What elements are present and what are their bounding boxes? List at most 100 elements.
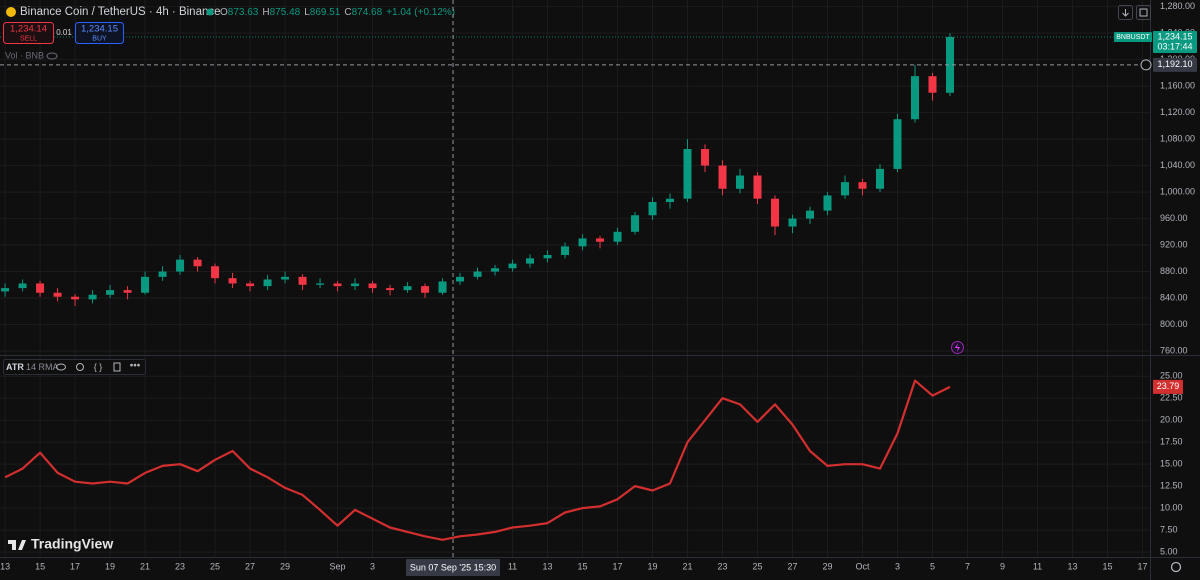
candle-body: [368, 283, 377, 289]
y-tick-label: 960.00: [1160, 213, 1188, 223]
x-tick-label: 13: [1067, 561, 1077, 571]
candle-body: [823, 195, 832, 211]
candle-body: [666, 198, 675, 203]
y-tick-label: 20.00: [1160, 415, 1183, 425]
marks: [0, 33, 1150, 541]
y-tick-label: 760.00: [1160, 345, 1188, 355]
buy-button[interactable]: [75, 22, 124, 44]
candle-body: [875, 168, 884, 189]
last-price-tag: [1153, 30, 1197, 53]
y-tick-label: 15.00: [1160, 459, 1183, 469]
ohlc-key: H: [262, 7, 269, 18]
candle-body: [18, 283, 27, 289]
candle-body: [578, 238, 587, 247]
lightning-icon: [955, 343, 960, 352]
x-tick-label: 21: [683, 561, 693, 571]
countdown: 03:17:44: [1157, 41, 1192, 51]
delete-icon[interactable]: [113, 362, 121, 372]
brand-logo: [8, 540, 26, 550]
crosshair-price-tag: [1153, 57, 1197, 72]
source-icon[interactable]: { }: [94, 362, 103, 372]
x-tick-label: 29: [822, 561, 832, 571]
x-tick-label: 21: [140, 561, 150, 571]
lot-size[interactable]: 0.01: [56, 28, 72, 37]
x-tick-label: 7: [965, 561, 970, 571]
candle-body: [596, 238, 605, 242]
candle-body: [403, 286, 412, 291]
x-tick-label: Sep: [330, 561, 346, 571]
candle-body: [648, 202, 657, 216]
y-tick-label: 10.00: [1160, 502, 1183, 512]
candle-body: [928, 76, 937, 93]
sell-label: SELL: [20, 35, 37, 42]
scroll-button[interactable]: [1118, 5, 1133, 20]
visibility-icon[interactable]: [56, 363, 66, 371]
y-tick-label: 1,160.00: [1160, 80, 1195, 90]
candle-body: [228, 278, 237, 284]
candle-body: [858, 182, 867, 189]
more-icon[interactable]: •••: [130, 361, 141, 372]
candle-body: [543, 254, 552, 259]
candle-body: [106, 290, 115, 295]
candle-body: [893, 119, 902, 169]
candle-body: [753, 175, 762, 199]
x-tick-label: 13: [543, 561, 553, 571]
candle-body: [841, 182, 850, 196]
y-tick-label: 880.00: [1160, 266, 1188, 276]
candle-body: [631, 215, 640, 232]
y-tick-label: 17.50: [1160, 437, 1183, 447]
candle-body: [281, 276, 290, 280]
candle-body: [246, 283, 255, 287]
symbol-tag-label: BNBUSDT: [1116, 34, 1150, 41]
candle-body: [141, 276, 150, 293]
x-tick-label: 17: [1137, 561, 1147, 571]
x-tick-label: 23: [718, 561, 728, 571]
candle-body: [1, 288, 10, 292]
x-tick-label: 29: [280, 561, 290, 571]
x-tick-label: 11: [1033, 561, 1042, 571]
x-tick-label: 5: [930, 561, 935, 571]
crosshair-price-label: 1,192.10: [1157, 59, 1192, 69]
add-alert-button[interactable]: [1140, 59, 1152, 71]
ohlc-value: 873.63: [228, 7, 259, 18]
y-tick-label: 7.50: [1160, 524, 1178, 534]
candle-body: [176, 259, 185, 272]
last-price-label: 1,234.15: [1157, 31, 1192, 41]
indicator-legend[interactable]: [3, 359, 146, 375]
candle-body: [53, 292, 62, 297]
brand-name: TradingView: [31, 536, 113, 552]
x-tick-label: 23: [175, 561, 185, 571]
x-tick-label: 15: [578, 561, 588, 571]
x-tick-label: 15: [1102, 561, 1112, 571]
ohlc-value: 869.51: [310, 7, 341, 18]
y-tick-label: 22.50: [1160, 393, 1183, 403]
candle-body: [456, 276, 465, 282]
x-tick-label: 9: [1000, 561, 1005, 571]
ohlc-change: +1.04 (+0.12%): [386, 7, 455, 18]
ohlc-legend: O873.63 H875.48 L869.51 C874.68 +1.04 (+0.12…: [220, 7, 455, 18]
candle-body: [736, 175, 745, 189]
candle-body: [351, 283, 360, 287]
candle-body: [333, 283, 342, 287]
candle-body: [386, 288, 395, 291]
y-tick-label: 25.00: [1160, 371, 1183, 381]
symbol-title[interactable]: Binance Coin / TetherUS · 4h · Binance: [20, 6, 221, 18]
candle-body: [718, 165, 727, 189]
candle-body: [701, 149, 710, 166]
sell-button[interactable]: [3, 22, 54, 44]
buy-price: 1,234.15: [81, 24, 118, 35]
candle-body: [71, 296, 80, 300]
settings-icon[interactable]: [76, 363, 84, 371]
x-tick-label: 27: [787, 561, 797, 571]
candle-body: [945, 36, 954, 93]
candle-body: [910, 76, 919, 120]
indicator-name: ATR: [6, 362, 24, 372]
x-tick-label: 3: [895, 561, 900, 571]
buy-label: BUY: [92, 35, 107, 42]
visibility-icon[interactable]: [46, 52, 58, 60]
maximize-button[interactable]: [1136, 5, 1151, 20]
settings-button[interactable]: [1170, 561, 1182, 573]
